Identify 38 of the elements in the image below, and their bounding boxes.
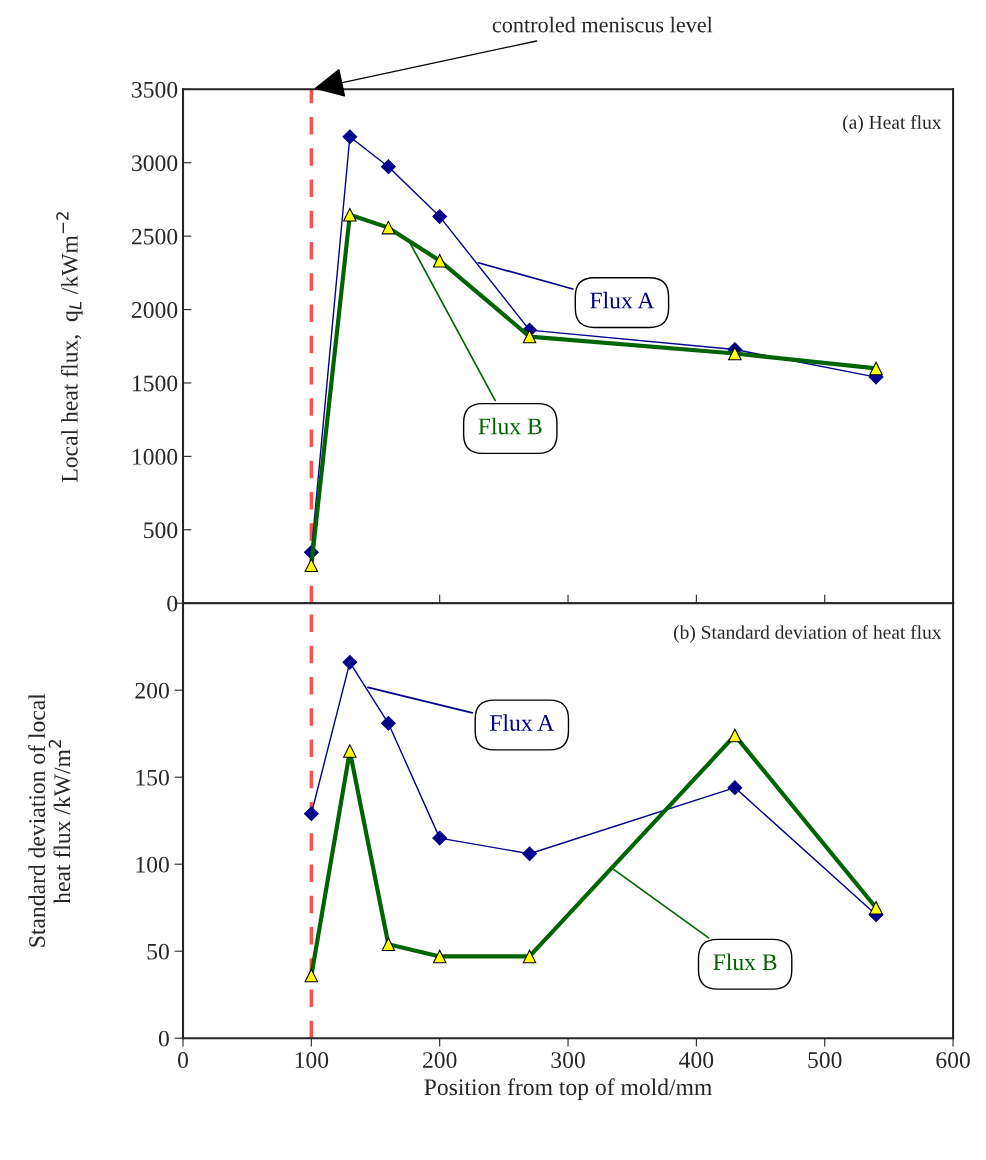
point — [380, 715, 396, 731]
point — [380, 159, 396, 175]
point — [342, 129, 358, 145]
y-tick-label: 0 — [167, 595, 178, 612]
y-tick-label: 2000 — [131, 302, 178, 318]
y-tick-label: 50 — [147, 943, 169, 960]
x-tick-label: 400 — [679, 1052, 714, 1069]
y-tick-label: 200 — [135, 682, 169, 699]
y-tick-label: 1000 — [133, 448, 178, 465]
point — [432, 209, 448, 225]
x-tick-label: 200 — [423, 1052, 457, 1069]
point — [432, 830, 448, 846]
y-tick-label: 100 — [136, 856, 169, 873]
point — [522, 846, 537, 862]
x-axis-title: Position from top of mold/mm — [424, 1078, 712, 1101]
point — [727, 780, 743, 796]
y-tick-label: 1500 — [133, 375, 178, 392]
text: Flux B — [478, 417, 542, 435]
text: Flux B — [713, 953, 777, 971]
y-tick-label: 0 — [158, 1030, 169, 1047]
y-tick-label: 3000 — [132, 155, 178, 172]
y-tick-label: 500 — [144, 522, 178, 539]
y-tick-label: 2500 — [131, 228, 178, 245]
x-tick-label: 600 — [936, 1052, 970, 1069]
x-tick-label: 500 — [808, 1052, 842, 1069]
point — [303, 806, 319, 822]
y-tick-label: 3500 — [132, 81, 178, 98]
y-axis-title: Standard deviation of local heat flux /kW/m$^{2}$ — [28, 693, 71, 947]
x-tick-label: 300 — [551, 1052, 585, 1069]
x-tick-label: 100 — [295, 1052, 329, 1069]
series-label: Flux A — [590, 291, 655, 309]
annotation: controled meniscus level — [492, 16, 713, 33]
text: (b) Standard deviation of heat flux — [674, 624, 942, 643]
y-tick-label: 150 — [136, 769, 169, 786]
y-axis-title: Local heat flux, q$_{L}$ /kWm$^{−2}$ — [56, 212, 83, 482]
text: (a) Heat flux — [843, 115, 942, 133]
text: Flux A — [490, 714, 555, 731]
point — [342, 654, 358, 670]
